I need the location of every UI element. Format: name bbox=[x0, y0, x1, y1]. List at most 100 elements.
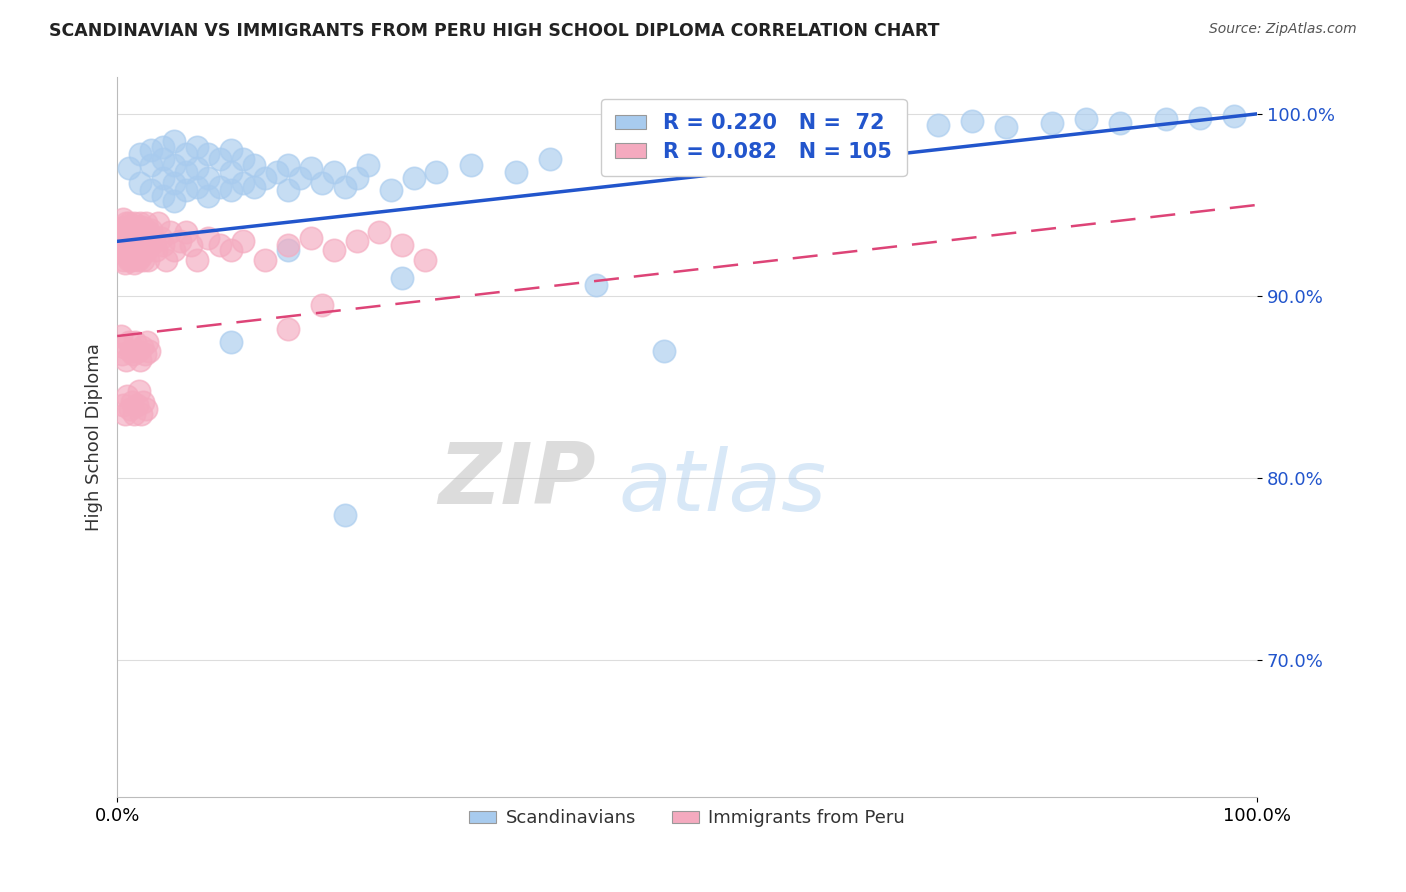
Point bbox=[117, 161, 139, 176]
Point bbox=[131, 340, 153, 354]
Point bbox=[277, 183, 299, 197]
Point bbox=[174, 147, 197, 161]
Point bbox=[128, 223, 150, 237]
Point bbox=[152, 170, 174, 185]
Legend: Scandinavians, Immigrants from Peru: Scandinavians, Immigrants from Peru bbox=[463, 802, 912, 835]
Point bbox=[134, 347, 156, 361]
Point bbox=[141, 223, 163, 237]
Point bbox=[149, 230, 172, 244]
Point bbox=[186, 179, 208, 194]
Point bbox=[129, 235, 152, 249]
Point bbox=[169, 235, 191, 249]
Point bbox=[733, 128, 755, 143]
Point bbox=[121, 230, 143, 244]
Point bbox=[115, 238, 138, 252]
Point bbox=[141, 143, 163, 157]
Point bbox=[117, 235, 139, 249]
Point bbox=[219, 143, 242, 157]
Point bbox=[111, 398, 134, 412]
Point bbox=[152, 153, 174, 167]
Point bbox=[174, 165, 197, 179]
Point bbox=[322, 244, 344, 258]
Point bbox=[391, 270, 413, 285]
Point bbox=[768, 125, 790, 139]
Point bbox=[208, 153, 231, 167]
Point bbox=[128, 244, 150, 258]
Point bbox=[208, 179, 231, 194]
Point bbox=[163, 194, 186, 209]
Point bbox=[117, 389, 139, 403]
Point bbox=[676, 139, 699, 153]
Point bbox=[813, 121, 835, 136]
Point bbox=[120, 238, 142, 252]
Point bbox=[882, 121, 904, 136]
Point bbox=[114, 408, 136, 422]
Point bbox=[127, 252, 149, 267]
Point bbox=[112, 244, 135, 258]
Point bbox=[148, 216, 170, 230]
Point bbox=[505, 165, 527, 179]
Y-axis label: High School Diploma: High School Diploma bbox=[86, 343, 103, 531]
Point bbox=[135, 216, 157, 230]
Point bbox=[132, 394, 155, 409]
Point bbox=[129, 408, 152, 422]
Point bbox=[322, 165, 344, 179]
Point bbox=[110, 329, 132, 343]
Point bbox=[152, 238, 174, 252]
Point bbox=[129, 176, 152, 190]
Point bbox=[124, 225, 146, 239]
Point bbox=[197, 147, 219, 161]
Point bbox=[1223, 109, 1246, 123]
Point bbox=[846, 128, 869, 143]
Point bbox=[346, 170, 368, 185]
Point bbox=[219, 165, 242, 179]
Text: SCANDINAVIAN VS IMMIGRANTS FROM PERU HIGH SCHOOL DIPLOMA CORRELATION CHART: SCANDINAVIAN VS IMMIGRANTS FROM PERU HIG… bbox=[49, 22, 939, 40]
Point bbox=[219, 244, 242, 258]
Point bbox=[368, 225, 391, 239]
Point bbox=[186, 252, 208, 267]
Point bbox=[110, 225, 132, 239]
Point bbox=[118, 225, 141, 239]
Point bbox=[960, 114, 983, 128]
Point bbox=[135, 401, 157, 416]
Point bbox=[425, 165, 447, 179]
Point bbox=[124, 235, 146, 249]
Point bbox=[232, 176, 254, 190]
Point bbox=[135, 230, 157, 244]
Point bbox=[117, 225, 139, 239]
Point bbox=[141, 183, 163, 197]
Point bbox=[121, 394, 143, 409]
Point bbox=[111, 252, 134, 267]
Point bbox=[174, 183, 197, 197]
Point bbox=[135, 334, 157, 349]
Point bbox=[219, 334, 242, 349]
Text: ZIP: ZIP bbox=[439, 439, 596, 522]
Point bbox=[163, 244, 186, 258]
Point bbox=[163, 176, 186, 190]
Point bbox=[652, 343, 675, 358]
Point bbox=[152, 139, 174, 153]
Point bbox=[121, 252, 143, 267]
Point bbox=[1189, 111, 1212, 125]
Point bbox=[120, 219, 142, 234]
Text: Source: ZipAtlas.com: Source: ZipAtlas.com bbox=[1209, 22, 1357, 37]
Point bbox=[112, 340, 135, 354]
Point bbox=[131, 238, 153, 252]
Point bbox=[995, 120, 1018, 134]
Point bbox=[277, 238, 299, 252]
Point bbox=[138, 343, 160, 358]
Point bbox=[136, 252, 159, 267]
Point bbox=[127, 230, 149, 244]
Point bbox=[254, 252, 277, 267]
Point bbox=[311, 176, 333, 190]
Point bbox=[538, 153, 561, 167]
Point bbox=[208, 238, 231, 252]
Point bbox=[585, 278, 607, 293]
Point bbox=[243, 158, 266, 172]
Point bbox=[927, 118, 949, 132]
Point bbox=[180, 238, 202, 252]
Point bbox=[197, 230, 219, 244]
Point bbox=[299, 230, 322, 244]
Point bbox=[124, 244, 146, 258]
Point bbox=[129, 147, 152, 161]
